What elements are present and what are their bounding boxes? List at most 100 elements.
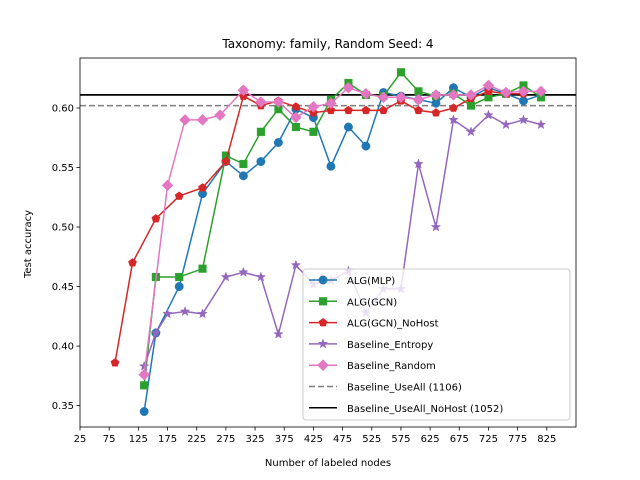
data-point (291, 122, 300, 132)
data-point (198, 264, 207, 273)
data-point (290, 111, 302, 124)
data-point (138, 368, 151, 381)
x-tick-label: 825 (537, 434, 556, 445)
data-point (465, 126, 477, 137)
data-point (449, 103, 458, 112)
data-point (448, 114, 459, 125)
data-point (198, 183, 207, 192)
legend-entry-3: Baseline_Entropy (309, 338, 433, 351)
data-point (255, 271, 267, 282)
data-point (290, 259, 302, 270)
data-point (214, 109, 226, 121)
data-point (379, 105, 388, 115)
data-point (239, 159, 248, 168)
y-tick-label: 0.60 (52, 103, 74, 114)
data-point (466, 101, 476, 110)
x-tick-label: 225 (187, 434, 206, 445)
y-axis-label: Test accuracy (23, 210, 34, 279)
legend-marker (318, 317, 328, 327)
data-point (255, 96, 267, 108)
data-point (238, 171, 248, 181)
data-point (412, 93, 425, 106)
data-point (517, 85, 530, 98)
data-point (179, 306, 191, 317)
x-tick-label: 525 (362, 434, 381, 445)
data-point (140, 381, 149, 390)
data-point (273, 328, 284, 339)
legend-label: ALG(GCN)_NoHost (347, 319, 439, 330)
legend-label: Baseline_Random (347, 361, 436, 372)
data-point (238, 266, 249, 277)
x-tick-label: 575 (391, 434, 410, 445)
data-point (414, 105, 423, 115)
plot-frame (79, 57, 577, 428)
data-point (256, 157, 266, 167)
data-point (175, 272, 184, 282)
data-point (237, 84, 250, 96)
data-point (360, 87, 372, 100)
x-tick-label: 325 (246, 434, 265, 445)
data-point (535, 119, 547, 130)
legend-entry-5: Baseline_UseAll (1106) (309, 383, 462, 394)
legend-entry-2: ALG(GCN)_NoHost (309, 317, 439, 330)
x-tick-label: 775 (508, 434, 527, 445)
data-point (377, 91, 390, 104)
legend: ALG(MLP) ALG(GCN) ALG(GCN)_NoHost Baseline_… (302, 268, 571, 421)
x-axis-label: Number of labeled nodes (265, 458, 391, 469)
legend-label: Baseline_Entropy (347, 340, 433, 351)
data-point (291, 102, 301, 111)
x-tick-label: 625 (421, 434, 440, 445)
data-point (361, 141, 371, 151)
data-point (344, 105, 353, 115)
data-point (138, 360, 150, 371)
legend-entry-0: ALG(MLP) (309, 275, 395, 287)
data-point (139, 407, 149, 416)
data-point (256, 127, 265, 136)
data-point (196, 114, 209, 126)
y-tick-label: 0.35 (52, 401, 74, 412)
x-tick-label: 375 (275, 434, 294, 445)
y-tick-label: 0.55 (52, 163, 74, 174)
data-point (272, 96, 285, 108)
data-point (518, 114, 529, 125)
data-point (535, 85, 547, 98)
data-point (431, 108, 441, 117)
data-point (179, 114, 191, 126)
legend-label: ALG(GCN) (347, 297, 397, 308)
data-point (174, 282, 184, 291)
data-point (413, 158, 424, 169)
chart-title: Taxonomy: family, Random Seed: 4 (221, 37, 433, 51)
y-tick-label: 0.45 (52, 282, 74, 293)
data-point (430, 89, 442, 101)
x-tick-label: 475 (333, 434, 352, 445)
data-point (197, 308, 208, 319)
data-point (500, 86, 512, 99)
legend-label: Baseline_UseAll (1106) (347, 383, 462, 394)
data-point (395, 91, 407, 104)
legend-entry-1: ALG(GCN) (309, 297, 397, 308)
y-tick-label: 0.40 (52, 342, 74, 353)
data-point (430, 221, 442, 232)
legend-marker (318, 297, 328, 306)
data-point (326, 161, 336, 171)
data-point (465, 89, 477, 101)
data-point (174, 191, 184, 200)
x-tick-label: 425 (304, 434, 323, 445)
plot-area (80, 68, 576, 416)
data-point (273, 138, 283, 147)
data-point (151, 214, 161, 223)
data-point (221, 156, 231, 166)
x-tick-label: 25 (74, 434, 87, 445)
series-4 (138, 79, 547, 381)
data-point (162, 308, 173, 319)
axes: 25 75 125 175 225 275 325 375 425 475 525 575 625 675… (52, 57, 577, 445)
data-point (220, 271, 232, 282)
data-point (396, 68, 405, 77)
data-point (483, 109, 494, 120)
data-point (482, 79, 495, 92)
x-tick-label: 175 (158, 434, 177, 445)
data-point (325, 97, 337, 110)
data-point (161, 179, 174, 192)
data-point (150, 327, 162, 338)
